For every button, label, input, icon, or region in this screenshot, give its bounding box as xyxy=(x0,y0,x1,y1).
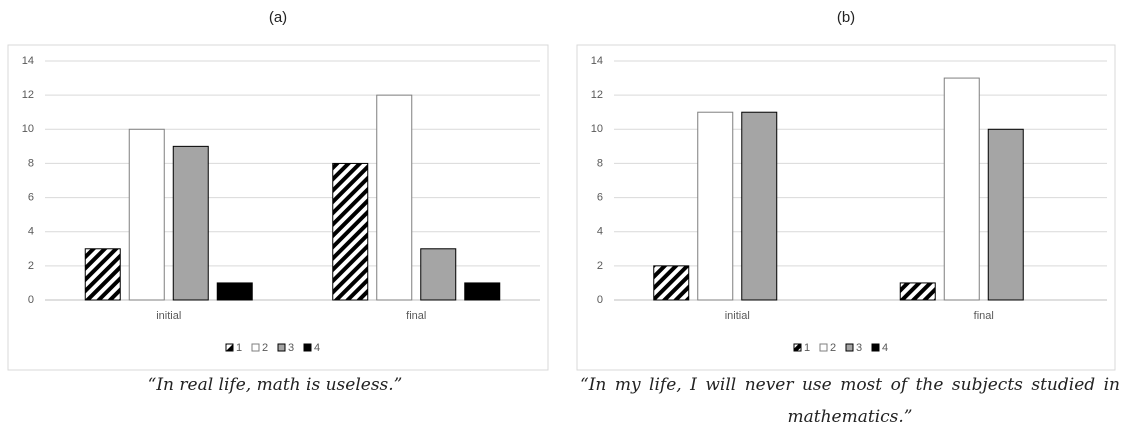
bar xyxy=(697,111,734,301)
y-tick-label: 6 xyxy=(597,191,603,203)
legend-swatch xyxy=(303,343,312,352)
bar xyxy=(987,128,1024,301)
bar xyxy=(653,265,690,301)
y-tick-label: 8 xyxy=(28,157,34,169)
x-tick-label: final xyxy=(406,310,426,322)
y-tick-label: 0 xyxy=(597,294,603,306)
chart-title: (b) xyxy=(837,9,855,26)
bar xyxy=(84,248,121,301)
caption: “In my life, I will never use most of th… xyxy=(580,375,1120,427)
y-tick-label: 12 xyxy=(22,89,34,101)
bar xyxy=(332,162,369,301)
y-tick-label: 10 xyxy=(591,123,603,135)
legend-swatch xyxy=(277,343,286,352)
legend-label: 1 xyxy=(804,342,810,354)
bar xyxy=(741,111,778,301)
x-tick-label: initial xyxy=(156,310,181,322)
legend-label: 4 xyxy=(314,342,320,354)
legend-label: 2 xyxy=(830,342,836,354)
legend-swatch xyxy=(871,343,880,352)
legend-label: 2 xyxy=(262,342,268,354)
bar xyxy=(943,77,980,301)
y-tick-label: 0 xyxy=(28,294,34,306)
y-tick-label: 14 xyxy=(591,55,603,67)
legend-label: 3 xyxy=(288,342,294,354)
y-tick-label: 4 xyxy=(28,226,34,238)
bar xyxy=(899,282,936,301)
legend-label: 1 xyxy=(236,342,242,354)
bar xyxy=(172,145,209,301)
y-tick-label: 12 xyxy=(591,89,603,101)
x-tick-label: initial xyxy=(725,310,750,322)
legend-swatch xyxy=(793,343,802,352)
legend-label: 3 xyxy=(856,342,862,354)
bar xyxy=(376,94,413,301)
legend-swatch xyxy=(845,343,854,352)
legend-swatch xyxy=(225,343,234,352)
y-tick-label: 4 xyxy=(597,226,603,238)
y-tick-label: 2 xyxy=(28,260,34,272)
legend-swatch xyxy=(819,343,828,352)
chart-title: (a) xyxy=(269,9,287,26)
x-tick-label: final xyxy=(974,310,994,322)
legend-label: 4 xyxy=(882,342,888,354)
legend-swatch xyxy=(251,343,260,352)
y-tick-label: 6 xyxy=(28,191,34,203)
y-tick-label: 14 xyxy=(22,55,34,67)
y-tick-label: 2 xyxy=(597,260,603,272)
caption: “In real life, math is useless.” xyxy=(147,375,403,395)
bar xyxy=(216,282,253,301)
y-tick-label: 10 xyxy=(22,123,34,135)
bar xyxy=(420,248,457,301)
bar xyxy=(464,282,501,301)
chart-frame xyxy=(7,44,549,371)
bar xyxy=(128,128,165,301)
chart-frame xyxy=(576,44,1116,371)
y-tick-label: 8 xyxy=(597,157,603,169)
